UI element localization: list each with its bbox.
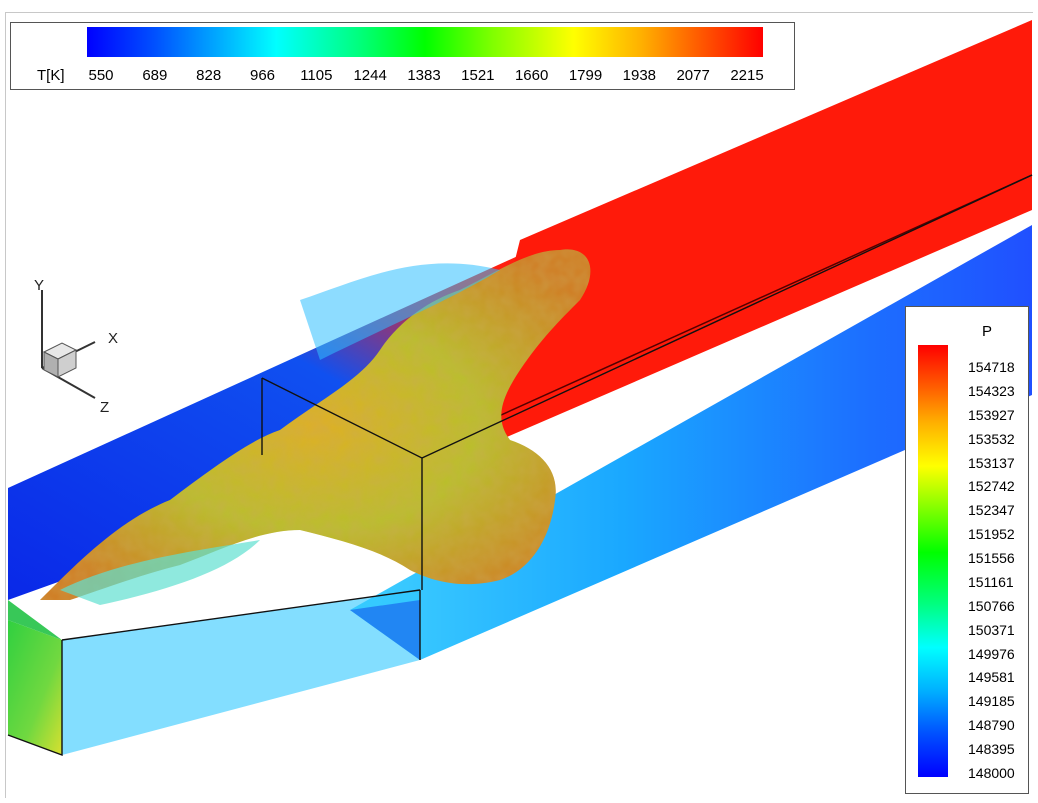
temperature-tick: 1105	[300, 67, 333, 84]
pressure-tick: 154323	[968, 382, 1015, 399]
pressure-tick: 153532	[968, 430, 1015, 447]
axes-triad: Y X Z	[34, 277, 118, 416]
axis-y-label: Y	[34, 277, 44, 294]
pressure-title: P	[982, 323, 993, 340]
temperature-colorbar	[87, 27, 763, 57]
pressure-tick: 148000	[968, 765, 1015, 781]
pressure-tick: 148790	[968, 717, 1015, 734]
pressure-tick: 149581	[968, 669, 1015, 686]
temperature-tick: 550	[88, 67, 114, 84]
domain-outline	[7, 174, 1033, 757]
temperature-tick: 1383	[407, 67, 441, 84]
pressure-legend: P 154718 154323 153927 153532 153137 152742 15…	[905, 306, 1029, 794]
pressure-tick: 154718	[968, 359, 1015, 375]
pressure-tick: 153137	[968, 454, 1015, 471]
pressure-tick: 152742	[968, 478, 1015, 495]
inlet-box	[8, 620, 62, 755]
pressure-colorbar	[918, 345, 948, 777]
pressure-tick: 153927	[968, 406, 1015, 423]
temperature-tick: 828	[196, 67, 222, 84]
pressure-tick: 148395	[968, 741, 1015, 758]
temperature-tick: 1244	[353, 67, 387, 84]
pressure-tick: 150766	[968, 597, 1015, 614]
temperature-tick: 1938	[622, 67, 657, 84]
temperature-tick: 1799	[568, 67, 603, 84]
pressure-tick: 150371	[968, 621, 1015, 638]
pressure-tick: 149976	[968, 645, 1015, 662]
temperature-label: T[K]	[37, 67, 65, 84]
pressure-tick: 151556	[968, 550, 1015, 567]
temperature-tick: 2215	[730, 67, 764, 84]
temperature-legend: T[K] 550 689 828 966 1105 1244 1383 1521 1660 179…	[10, 22, 795, 90]
axis-x-label: X	[108, 330, 118, 347]
temperature-tick: 2077	[676, 67, 710, 84]
pressure-tick: 149185	[968, 693, 1015, 710]
pressure-tick: 151952	[968, 526, 1015, 543]
temperature-tick: 689	[142, 67, 168, 84]
temperature-tick: 1660	[514, 67, 549, 84]
hot-region	[480, 20, 1032, 440]
pressure-tick: 151161	[968, 573, 1014, 590]
axis-z-label: Z	[100, 399, 109, 416]
pressure-tick: 152347	[968, 502, 1015, 519]
temperature-tick: 1521	[461, 67, 495, 84]
temperature-tick: 966	[249, 67, 276, 84]
